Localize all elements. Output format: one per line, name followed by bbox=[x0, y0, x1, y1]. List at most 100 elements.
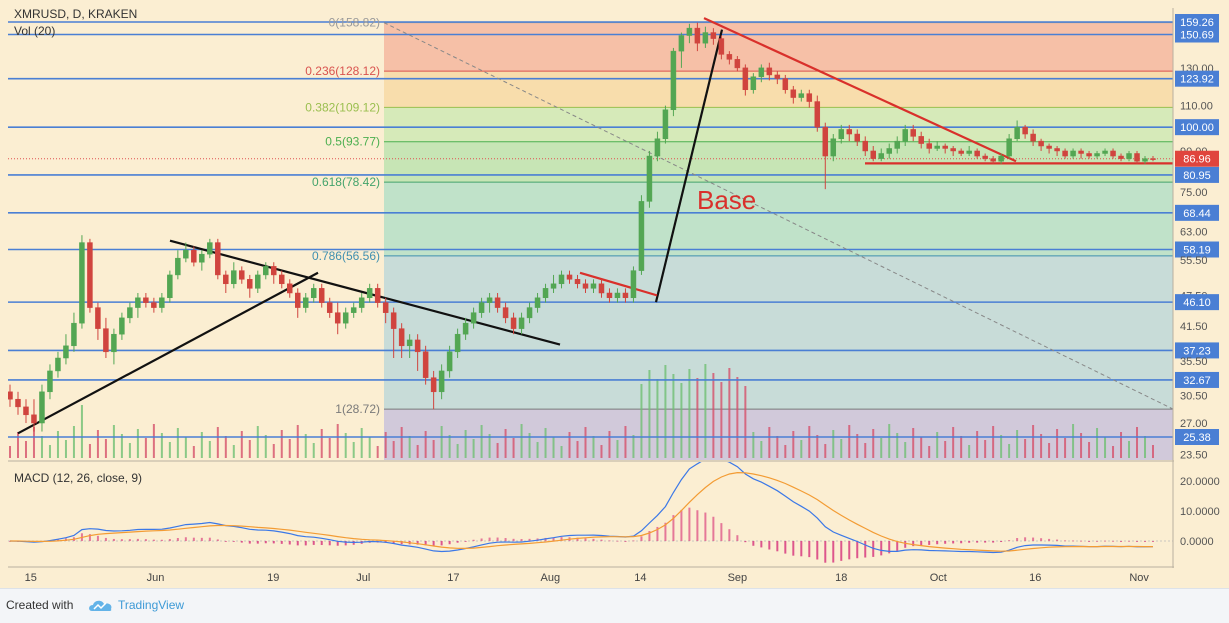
volume-bar bbox=[280, 430, 283, 458]
volume-bar bbox=[888, 424, 891, 458]
macd-histogram-bar bbox=[944, 541, 947, 544]
macd-tick-label: 0.0000 bbox=[1180, 536, 1214, 548]
macd-histogram-bar bbox=[816, 541, 819, 560]
volume-bar bbox=[208, 441, 211, 458]
downtrend-line bbox=[169, 239, 561, 346]
macd-histogram-bar bbox=[848, 541, 851, 560]
macd-histogram-bar bbox=[232, 541, 235, 542]
volume-bar bbox=[304, 434, 307, 458]
macd-histogram-bar bbox=[176, 538, 179, 541]
volume-bar bbox=[1000, 435, 1003, 458]
volume-bar bbox=[176, 428, 179, 458]
macd-histogram-bar bbox=[240, 541, 243, 543]
candle-body bbox=[231, 270, 237, 285]
volume-bar bbox=[152, 424, 155, 458]
fib-zone bbox=[384, 22, 1173, 72]
volume-bar bbox=[184, 437, 187, 458]
macd-histogram-bar bbox=[752, 541, 755, 546]
tradingview-link[interactable]: TradingView bbox=[118, 598, 185, 612]
volume-bar bbox=[1048, 443, 1051, 458]
volume-bar bbox=[384, 432, 387, 458]
level-badge bbox=[1175, 204, 1219, 221]
candle-body bbox=[247, 279, 253, 289]
candle-body bbox=[990, 158, 996, 162]
volume-bar bbox=[264, 435, 267, 458]
volume-bar bbox=[16, 432, 19, 458]
volume-bar bbox=[1080, 433, 1083, 458]
macd-histogram-bar bbox=[632, 540, 635, 542]
macd-histogram-bar bbox=[336, 541, 339, 546]
level-badge bbox=[1175, 294, 1219, 311]
macd-histogram-bar bbox=[184, 537, 187, 541]
macd-histogram-bar bbox=[1024, 537, 1027, 541]
candle-body bbox=[582, 283, 589, 289]
candle-body bbox=[191, 249, 197, 263]
macd-histogram-bar bbox=[552, 537, 555, 541]
candle-body bbox=[846, 129, 853, 135]
candle-body bbox=[934, 145, 940, 149]
candle-body bbox=[255, 274, 261, 289]
volume-bar bbox=[944, 441, 947, 458]
macd-histogram-bar bbox=[960, 541, 963, 544]
candle-body bbox=[534, 297, 541, 308]
macd-histogram-bar bbox=[152, 539, 155, 541]
volume-bar bbox=[1104, 437, 1107, 458]
candle-body bbox=[742, 67, 749, 91]
macd-pane bbox=[8, 462, 1173, 563]
candle-body bbox=[334, 312, 341, 324]
candle-body bbox=[287, 283, 293, 294]
volume-bar bbox=[440, 426, 443, 458]
candle-body bbox=[758, 67, 765, 77]
macd-histogram-bar bbox=[800, 541, 803, 557]
volume-bar bbox=[1024, 439, 1027, 458]
macd-histogram-bar bbox=[104, 537, 107, 541]
macd-histogram-bar bbox=[904, 541, 907, 548]
level-badge bbox=[1175, 26, 1219, 43]
volume-bar bbox=[296, 425, 299, 458]
price-tick-label: 75.00 bbox=[1180, 187, 1208, 199]
volume-bar bbox=[272, 444, 275, 458]
level-badge bbox=[1175, 119, 1219, 136]
macd-histogram-bar bbox=[624, 541, 627, 542]
candle-body bbox=[127, 307, 133, 319]
candle-body bbox=[63, 345, 69, 359]
macd-histogram-bar bbox=[264, 541, 267, 544]
fib-label: 0.5(93.77) bbox=[325, 135, 380, 149]
macd-histogram-bar bbox=[880, 541, 883, 556]
footer: Created with TradingView bbox=[0, 588, 1229, 623]
candle-body bbox=[446, 351, 453, 372]
candle-body bbox=[910, 129, 916, 137]
candle-body bbox=[702, 32, 709, 44]
last-price-label: 86.96 bbox=[1183, 154, 1211, 166]
volume-bar bbox=[912, 428, 915, 458]
fib-label: 0(158.82) bbox=[329, 16, 380, 30]
volume-bar bbox=[392, 441, 395, 458]
candle-body bbox=[454, 333, 461, 353]
macd-histogram-bar bbox=[712, 516, 715, 541]
candle-body bbox=[414, 339, 421, 353]
volume-bar bbox=[160, 433, 163, 458]
fib-zone bbox=[384, 182, 1173, 256]
macd-histogram-bar bbox=[1032, 537, 1035, 541]
fib-label: 0.618(78.42) bbox=[312, 175, 380, 189]
volume-bar bbox=[232, 445, 235, 458]
candle-body bbox=[670, 50, 677, 111]
volume-bar bbox=[856, 434, 859, 458]
candle-body bbox=[638, 201, 645, 271]
volume-bar bbox=[832, 430, 835, 458]
volume-bar bbox=[824, 444, 827, 458]
level-badge bbox=[1175, 342, 1219, 359]
level-label: 123.92 bbox=[1180, 74, 1214, 86]
volume-bar bbox=[624, 426, 627, 458]
price-axis-background bbox=[1174, 8, 1229, 568]
volume-bar bbox=[480, 425, 483, 458]
candle-body bbox=[750, 76, 757, 91]
volume-bar bbox=[936, 432, 939, 458]
signal-line bbox=[10, 471, 1153, 552]
macd-histogram-bar bbox=[792, 541, 795, 556]
macd-histogram-bar bbox=[504, 538, 507, 541]
candle-body bbox=[47, 370, 53, 393]
volume-bar bbox=[144, 438, 147, 458]
time-axis-background bbox=[0, 568, 1229, 588]
